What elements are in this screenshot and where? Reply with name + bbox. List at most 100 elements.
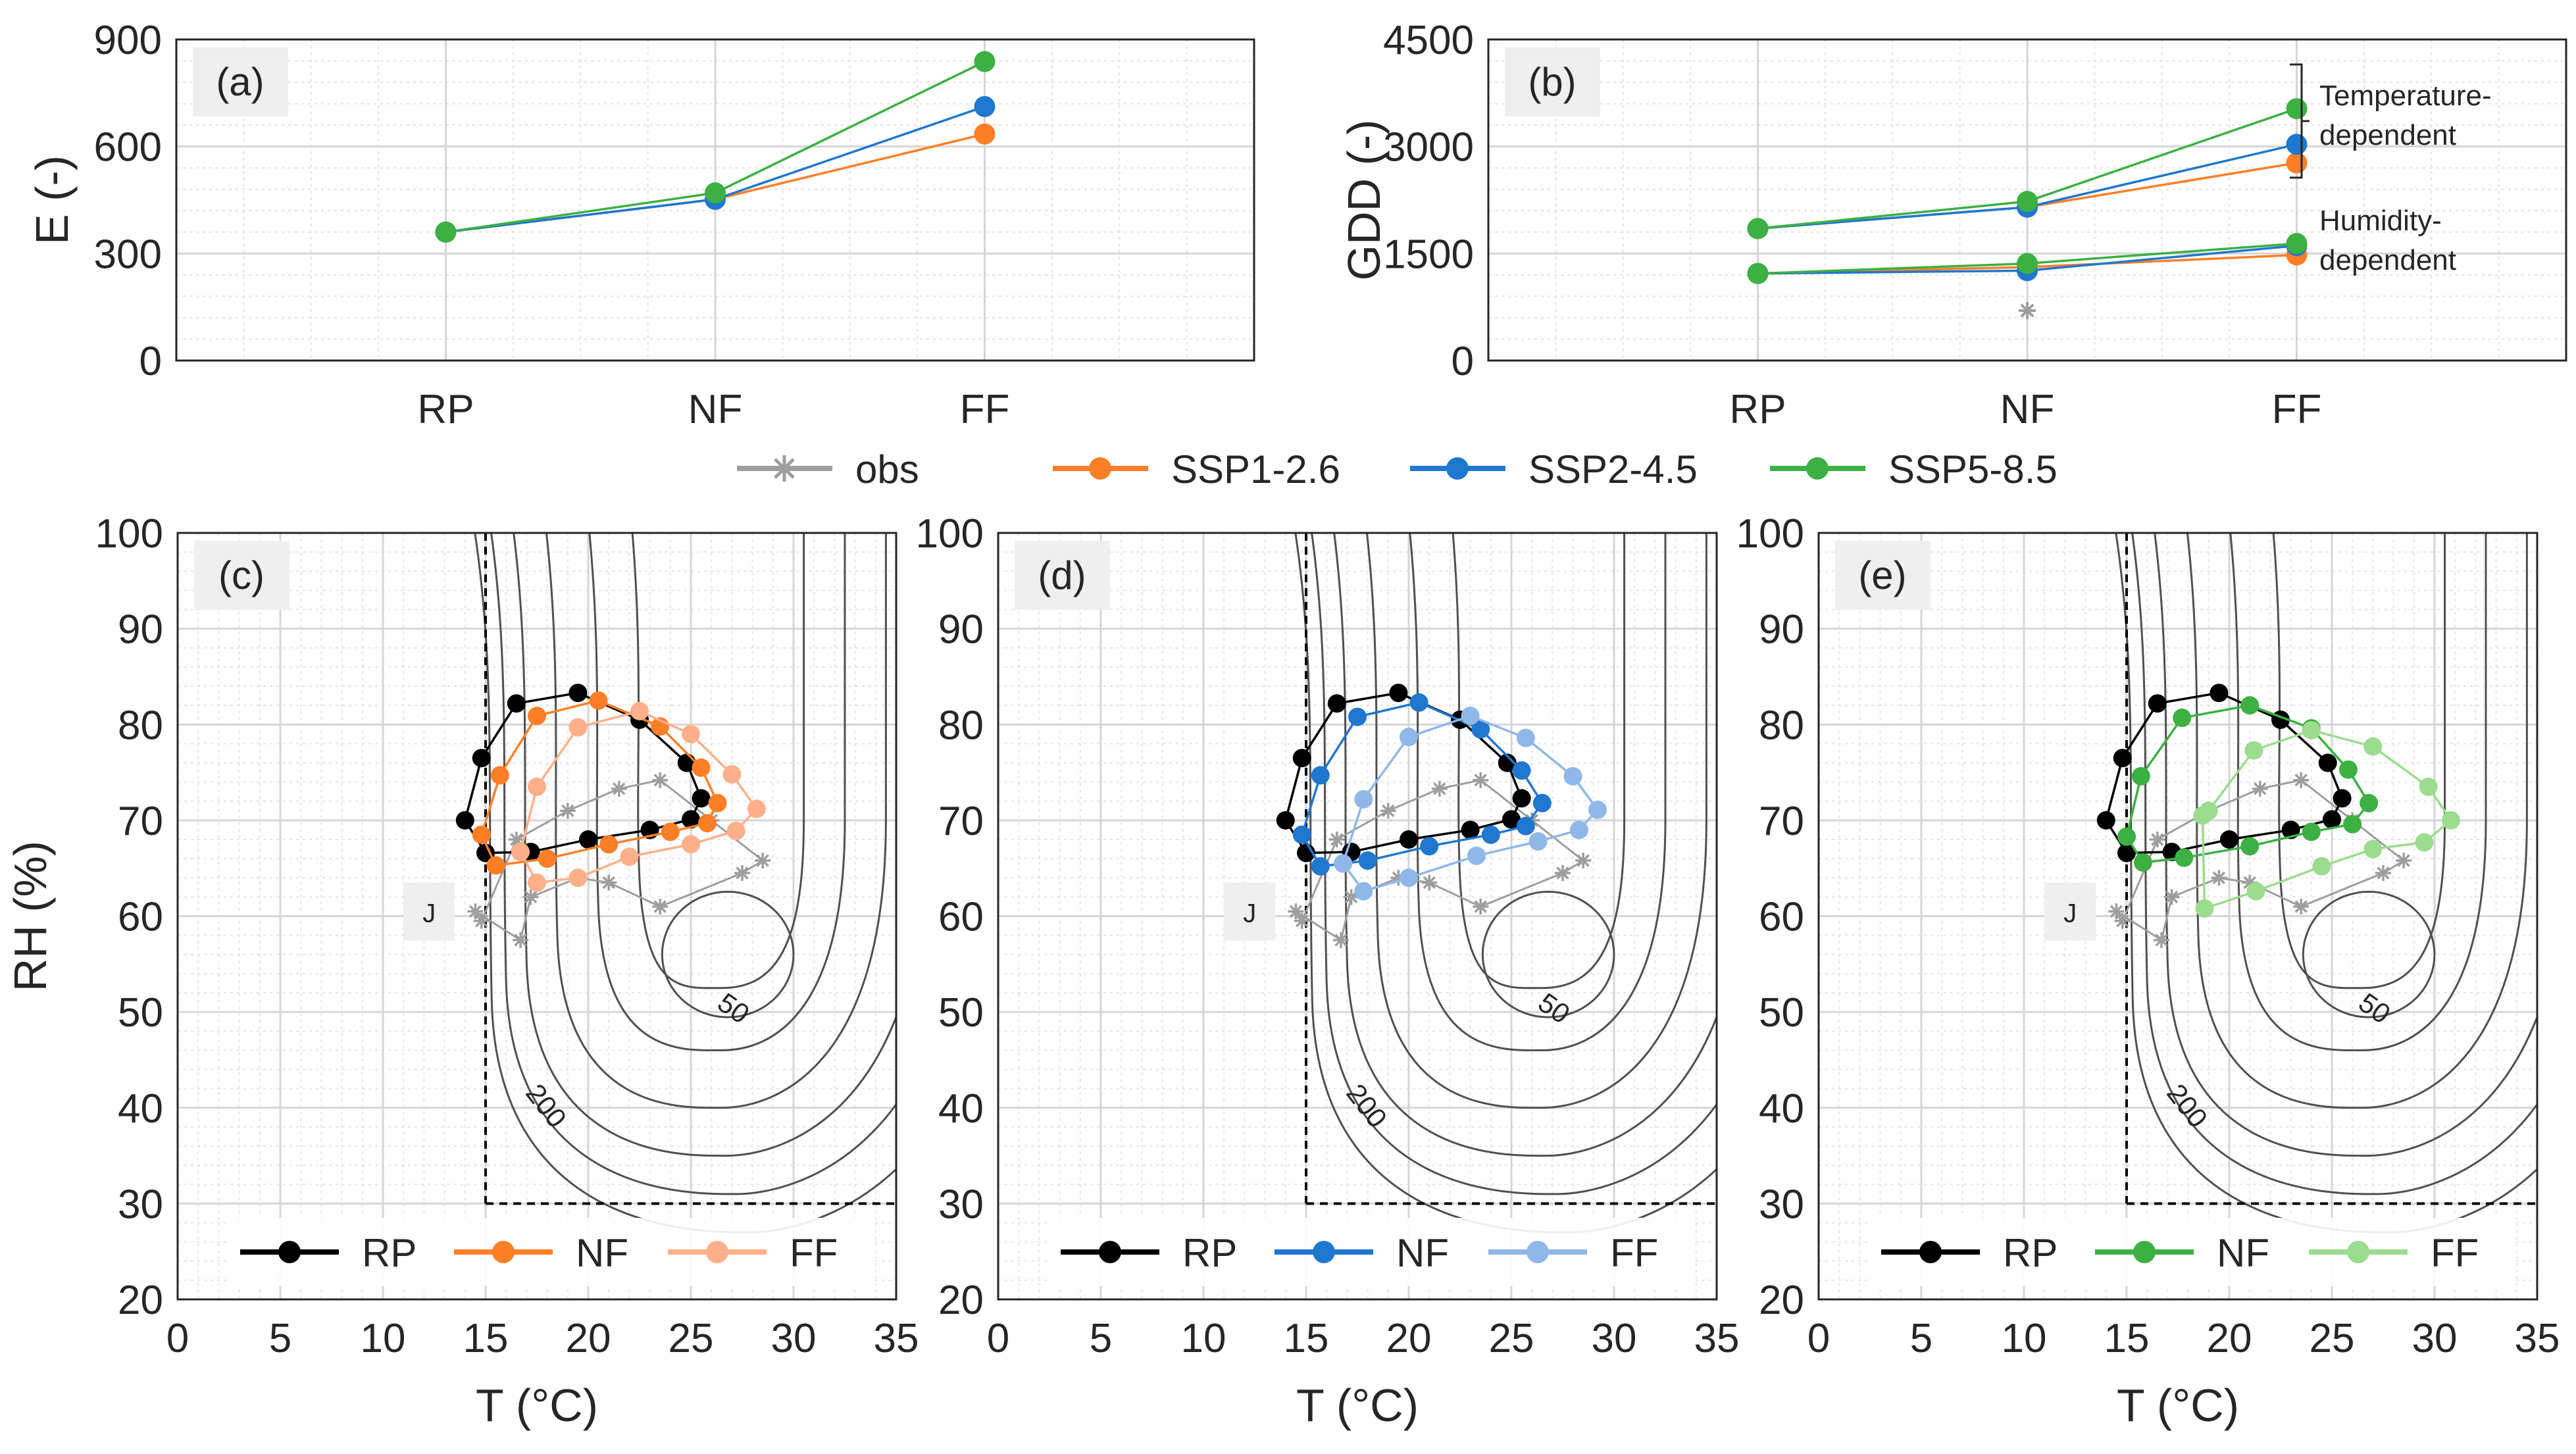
series-line	[474, 779, 765, 942]
panel-label-bg	[1015, 541, 1110, 610]
y-tick-label: 60	[1759, 895, 1804, 940]
panel-label-bg	[1835, 541, 1931, 610]
obs-marker	[734, 865, 750, 881]
obs-marker	[2252, 780, 2268, 797]
y-axis-label: E (-)	[26, 155, 78, 245]
series-point	[2240, 837, 2260, 856]
series-point	[2360, 793, 2379, 813]
legend-marker	[1099, 1241, 1121, 1263]
x-tick-label: 5	[1910, 1316, 1932, 1361]
annotation-text: Humidity-	[2319, 205, 2442, 237]
contour-line	[1311, 533, 1717, 1195]
obs-marker	[473, 913, 490, 929]
x-tick-label: RP	[1729, 387, 1786, 432]
obs-marker	[2375, 865, 2391, 881]
series-point	[1334, 854, 1353, 873]
annotation-bracket	[2290, 63, 2310, 179]
series-point	[1348, 707, 1367, 726]
contour-line	[2186, 533, 2528, 1109]
legend-marker	[771, 455, 797, 482]
obs-marker	[508, 832, 524, 847]
series-point	[1400, 728, 1418, 747]
series-point	[2333, 789, 2352, 808]
series-point	[1516, 816, 1535, 836]
contour-line	[2154, 533, 2537, 1157]
panel-b: 0 1500 3000 4500 RP NF FF GDD (-) (b) Temperature…	[1338, 18, 2567, 432]
series-point	[589, 691, 608, 710]
legend-marker	[2347, 1241, 2369, 1263]
annotation-text: dependent	[2319, 119, 2456, 151]
x-tick-label: FF	[960, 387, 1010, 432]
y-axis-label: RH (%)	[5, 841, 56, 991]
obs-marker	[1343, 889, 1359, 905]
series-point	[1327, 694, 1346, 713]
series-point	[2244, 741, 2263, 760]
obs-marker	[513, 932, 529, 948]
series-point	[747, 799, 766, 818]
series-point	[2415, 833, 2434, 852]
series-point	[722, 765, 742, 784]
series-point	[2312, 857, 2331, 876]
y-tick-label: 100	[916, 511, 984, 557]
contour-line	[513, 533, 896, 1157]
x-tick-label: 10	[361, 1316, 406, 1361]
month-label-bg	[2044, 882, 2096, 941]
x-tick-label: 30	[1592, 1316, 1637, 1361]
series-point	[1747, 218, 1769, 239]
series-point	[1481, 825, 1500, 844]
series-point	[2131, 766, 2150, 786]
series-point	[507, 694, 526, 713]
annotation-text: dependent	[2319, 244, 2456, 276]
series-point	[568, 718, 588, 737]
series-point	[1354, 790, 1373, 809]
obs-marker	[1380, 803, 1396, 819]
x-tick-label: 30	[2412, 1316, 2458, 1361]
contour-line	[1333, 533, 1717, 1157]
series-point	[2220, 830, 2238, 849]
series-point	[2318, 753, 2337, 772]
x-tick-label: NF	[688, 387, 743, 432]
obs-marker	[1390, 870, 1407, 886]
obs-marker	[2293, 898, 2310, 915]
obs-marker	[1288, 903, 1304, 920]
series-point	[1502, 810, 1521, 829]
legend-marker	[1919, 1241, 1942, 1263]
y-tick-label: 60	[118, 895, 163, 940]
contour-line	[661, 890, 795, 1018]
y-tick-label: 100	[95, 511, 163, 557]
series-point	[1311, 766, 1330, 785]
obs-marker	[2108, 903, 2125, 920]
y-tick-label: 40	[1759, 1086, 1804, 1132]
contour-line	[1481, 890, 1615, 1018]
legend-marker	[1446, 457, 1469, 480]
x-tick-label: 0	[987, 1316, 1009, 1361]
series-point	[538, 849, 557, 868]
y-tick-label: 600	[94, 125, 162, 170]
legend-label: NF	[2217, 1231, 2269, 1275]
obs-marker	[1473, 772, 1489, 788]
y-tick-label: 0	[1452, 339, 1474, 384]
series-point	[435, 221, 457, 243]
contour-line	[490, 533, 896, 1195]
y-tick-label: 300	[94, 232, 162, 277]
x-tick-label: 25	[1489, 1316, 1534, 1361]
legend-marker	[706, 1241, 728, 1263]
obs-marker	[1575, 853, 1592, 869]
series-point	[2199, 801, 2218, 820]
series-point	[1569, 820, 1588, 840]
contour-line	[588, 533, 846, 1051]
series-point	[1467, 846, 1486, 865]
series-point	[599, 835, 619, 854]
series-point	[2173, 709, 2192, 728]
obs-marker	[2293, 772, 2310, 788]
y-tick-label: 90	[118, 607, 163, 653]
legend-label: FF	[2431, 1231, 2479, 1275]
series-point	[1292, 749, 1311, 768]
series-point	[692, 789, 711, 808]
y-tick-label: 900	[94, 18, 162, 63]
legend-marker	[1527, 1241, 1549, 1263]
series-point	[1389, 684, 1408, 703]
y-tick-label: 60	[938, 895, 984, 940]
legend-marker	[1089, 457, 1111, 480]
